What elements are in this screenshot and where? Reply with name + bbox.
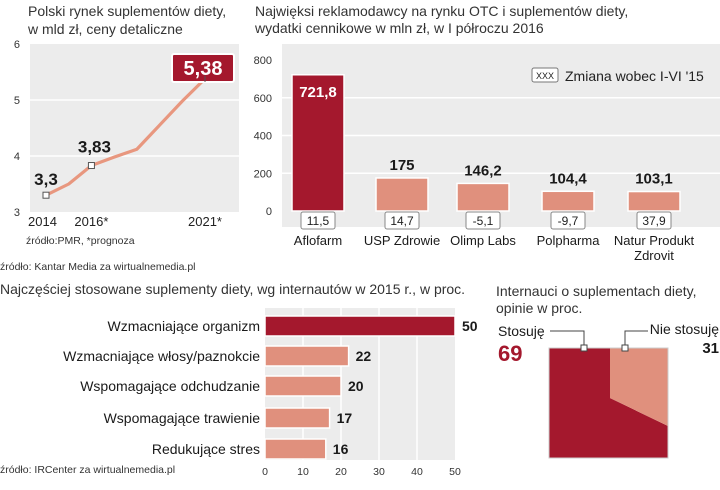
advertisers-change-badge xyxy=(300,211,336,230)
market-y-tick: 6 xyxy=(14,39,20,51)
usage-value-nie-stosuje: 31 xyxy=(702,340,719,357)
supplements-x-tick: 20 xyxy=(335,466,347,478)
supplements-bar xyxy=(264,375,342,397)
advertisers-source: źródło: Kantar Media za wirtualnemedia.p… xyxy=(0,261,196,273)
supplements-value-label: 22 xyxy=(356,348,372,364)
usage-title-line-2: opinie w proc. xyxy=(496,300,583,316)
advertisers-change-badge xyxy=(465,211,501,230)
supplements-x-tick: 30 xyxy=(373,466,385,478)
usage-leader-nie-stosuje xyxy=(624,330,648,348)
advertisers-bar xyxy=(375,177,429,212)
advertisers-y-tick: 400 xyxy=(254,131,272,143)
supplements-category-label: Redukujące stres xyxy=(152,441,260,457)
supplements-bar xyxy=(264,315,456,337)
supplements-category-label: Wzmacniające włosy/paznokcie xyxy=(63,348,260,364)
usage-label-nie-stosuje: Nie stosuję xyxy=(650,321,719,337)
supplements-category-label: Wzmacniające organizm xyxy=(108,318,261,334)
advertisers-change-badge xyxy=(384,211,420,230)
advertisers-change-label: 14,7 xyxy=(390,214,414,228)
advertisers-change-badge xyxy=(550,211,586,230)
market-highlight-badge xyxy=(171,53,235,83)
advertisers-value-label: 104,4 xyxy=(549,170,587,187)
advertisers-category-label: Polpharma xyxy=(537,233,601,248)
advertisers-value-label: 721,8 xyxy=(299,84,337,101)
advertisers-category-label: Olimp Labs xyxy=(450,233,516,248)
usage-marker-stosuje xyxy=(580,344,588,352)
supplements-value-label: 17 xyxy=(337,410,353,426)
advertisers-category-label: Zdrovit xyxy=(634,248,674,263)
advertisers-title-line-1: Najwięksi reklamodawcy na rynku OTC i su… xyxy=(255,3,629,19)
usage-marker-nie-stosuje xyxy=(621,344,629,352)
usage-title-line-1: Internauci o suplementach diety, xyxy=(496,283,697,299)
supplements-bar xyxy=(264,438,327,460)
advertisers-legend-text: Zmiana wobec I-VI '15 xyxy=(565,68,704,84)
market-data-label: 3,83 xyxy=(78,138,111,157)
market-data-label: 3,3 xyxy=(34,170,58,189)
supplements-category-label: Wspomagające trawienie xyxy=(104,410,261,426)
supplements-value-label: 20 xyxy=(348,378,364,394)
advertisers-change-label: 11,5 xyxy=(307,214,330,228)
supplements-source: źródło: IRCenter za wirtualnemedia.pl xyxy=(0,464,176,476)
market-data-label: 5,38 xyxy=(184,58,223,80)
supplements-x-tick: 10 xyxy=(297,466,309,478)
advertisers-value-label: 146,2 xyxy=(464,162,502,179)
advertisers-bar xyxy=(627,190,681,212)
supplements-x-tick: 50 xyxy=(449,466,461,478)
market-y-tick: 4 xyxy=(14,151,20,163)
advertisers-change-badge xyxy=(636,211,672,230)
advertisers-change-label: -9,7 xyxy=(558,214,579,228)
advertisers-value-label: 103,1 xyxy=(635,171,673,188)
advertisers-legend-badge-text: XXX xyxy=(536,71,554,81)
market-point-marker xyxy=(87,162,95,170)
usage-value-stosuje: 69 xyxy=(498,341,522,366)
supplements-x-tick: 40 xyxy=(411,466,423,478)
usage-label-stosuje: Stosuję xyxy=(498,323,545,339)
usage-slice-stosuje xyxy=(549,348,668,458)
market-x-tick: 2016* xyxy=(74,214,108,229)
market-y-tick: 5 xyxy=(14,95,20,107)
advertisers-category-label: USP Zdrowie xyxy=(364,233,440,248)
advertisers-category-label: Aflofarm xyxy=(294,233,342,248)
supplements-x-tick: 0 xyxy=(262,466,268,478)
usage-frame xyxy=(548,347,669,459)
advertisers-y-tick: 0 xyxy=(266,206,272,218)
market-x-tick: 2014 xyxy=(28,214,57,229)
market-series-line xyxy=(45,77,207,197)
advertisers-y-tick: 600 xyxy=(254,93,272,105)
advertisers-title-line-2: wydatki cennikowe w mln zł, w I półroczu… xyxy=(255,20,544,36)
market-point-marker xyxy=(42,191,50,199)
usage-slice-nie-stosuje xyxy=(610,348,668,426)
advertisers-value-label: 175 xyxy=(389,157,414,174)
supplements-value-label: 16 xyxy=(333,441,349,457)
supplements-bar xyxy=(264,407,331,429)
supplements-title: Najczęściej stosowane suplementy diety, … xyxy=(0,281,466,297)
market-source: źródło:PMR, *prognoza xyxy=(26,235,135,247)
supplements-category-label: Wspomagające odchudzanie xyxy=(80,378,260,394)
advertisers-y-tick: 200 xyxy=(254,168,272,180)
advertisers-bar xyxy=(456,182,510,212)
supplements-bar xyxy=(264,345,350,367)
advertisers-legend-badge xyxy=(531,67,559,83)
advertisers-bar xyxy=(541,190,595,212)
supplements-value-label: 50 xyxy=(462,318,478,334)
advertisers-bar xyxy=(291,74,345,212)
advertisers-change-label: -5,1 xyxy=(473,214,494,228)
market-x-tick: 2021* xyxy=(188,214,222,229)
market-title-line-2: w mld zł, ceny detaliczne xyxy=(28,21,183,37)
usage-leader-stosuje xyxy=(550,330,585,348)
market-title-line-1: Polski rynek suplementów diety, xyxy=(28,3,227,19)
advertisers-change-label: 37,9 xyxy=(642,214,666,228)
advertisers-y-tick: 800 xyxy=(254,55,272,67)
advertisers-category-label: Natur Produkt xyxy=(614,233,695,248)
market-y-tick: 3 xyxy=(14,207,20,219)
